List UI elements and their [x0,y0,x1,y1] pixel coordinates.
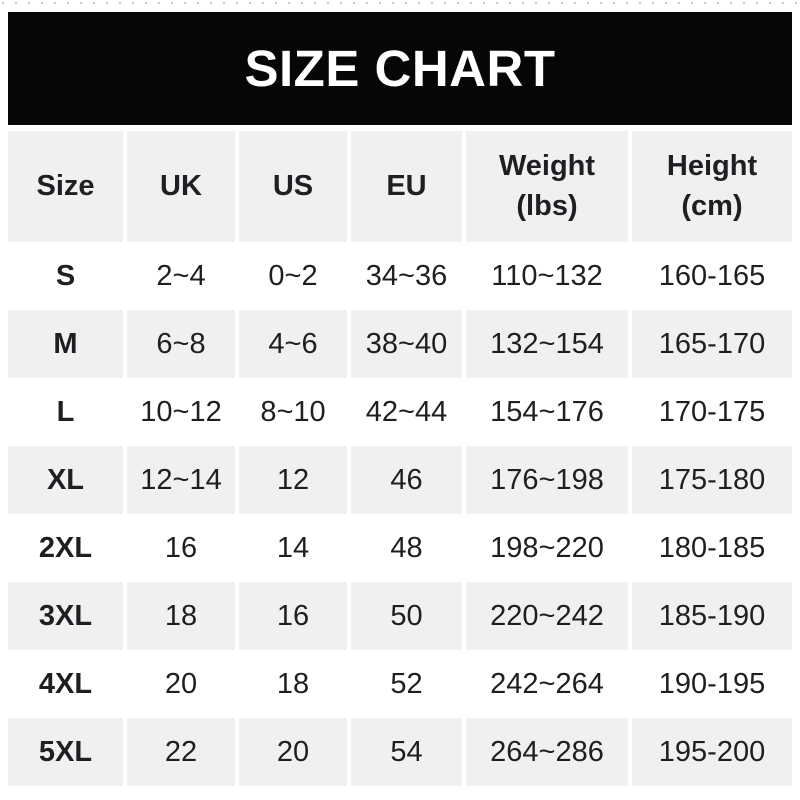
cell-weight: 110~132 [491,259,603,292]
table-row-s: S 2~4 0~2 34~36 110~132 160-165 [8,242,792,310]
cell-eu: 54 [351,718,462,786]
cell-height: 195-200 [632,718,792,786]
cell-eu: 48 [390,531,423,564]
table-row-l: L 10~12 8~10 42~44 154~176 170-175 [8,378,792,446]
cell-height: 190-195 [658,667,766,700]
cell-eu: 50 [351,582,462,650]
cell-us: 14 [276,531,310,564]
cell-uk: 18 [127,582,235,650]
cell-eu: 38~40 [351,310,462,378]
table-row-m: M 6~8 4~6 38~40 132~154 165-170 [8,310,792,378]
cell-eu: 34~36 [365,259,448,292]
table-row-3xl: 3XL 18 16 50 220~242 185-190 [8,582,792,650]
column-header-label: Height [666,150,758,183]
column-header-label: UK [160,169,202,202]
cell-weight: 132~154 [466,310,628,378]
table-row-4xl: 4XL 20 18 52 242~264 190-195 [8,650,792,718]
cell-uk: 2~4 [156,259,206,292]
cell-size: 2XL [38,531,93,564]
column-header-weight: Weight (lbs) [466,131,628,242]
column-header-size: Size [8,131,123,242]
cell-weight: 220~242 [466,582,628,650]
cell-uk: 20 [164,667,198,700]
cell-weight: 176~198 [466,446,628,514]
cell-us: 12 [239,446,347,514]
cell-eu: 42~44 [365,395,448,428]
cell-size: S [55,259,76,292]
size-table: Size UK US EU Weight (lbs) Height (cm) [8,131,792,786]
cell-us: 0~2 [268,259,318,292]
cell-height: 175-180 [632,446,792,514]
column-header-height: Height (cm) [632,131,792,242]
cell-height: 165-170 [632,310,792,378]
table-row-5xl: 5XL 22 20 54 264~286 195-200 [8,718,792,786]
cell-uk: 12~14 [127,446,235,514]
cell-weight: 242~264 [490,667,604,700]
cell-us: 8~10 [260,395,326,428]
cell-uk: 22 [127,718,235,786]
cell-eu: 46 [351,446,462,514]
column-header-label: US [272,169,314,202]
cell-size: 3XL [8,582,123,650]
cell-us: 4~6 [239,310,347,378]
cell-us: 20 [239,718,347,786]
cell-size: 4XL [38,667,93,700]
cell-us: 18 [276,667,310,700]
column-header-label: Size [36,169,95,202]
page-title: SIZE CHART [244,40,556,97]
top-dotted-border [2,2,798,4]
cell-us: 16 [239,582,347,650]
cell-uk: 16 [164,531,198,564]
cell-size: L [56,395,75,428]
column-header-uk: UK [127,131,235,242]
cell-size: 5XL [8,718,123,786]
cell-weight: 264~286 [466,718,628,786]
title-banner: SIZE CHART [8,12,792,125]
cell-height: 170-175 [658,395,766,428]
cell-eu: 52 [390,667,423,700]
column-header-sublabel: (cm) [681,189,743,222]
table-row-xl: XL 12~14 12 46 176~198 175-180 [8,446,792,514]
column-header-label: EU [386,169,427,202]
table-row-2xl: 2XL 16 14 48 198~220 180-185 [8,514,792,582]
column-header-sublabel: (lbs) [516,189,578,222]
column-header-label: Weight [498,150,596,183]
column-header-us: US [239,131,347,242]
cell-uk: 10~12 [140,395,222,428]
column-header-eu: EU [351,131,462,242]
cell-size: XL [8,446,123,514]
table-header-row: Size UK US EU Weight (lbs) Height (cm) [8,131,792,242]
cell-weight: 154~176 [490,395,604,428]
cell-height: 160-165 [658,259,766,292]
cell-weight: 198~220 [490,531,604,564]
cell-uk: 6~8 [127,310,235,378]
cell-size: M [8,310,123,378]
cell-height: 180-185 [658,531,766,564]
cell-height: 185-190 [632,582,792,650]
